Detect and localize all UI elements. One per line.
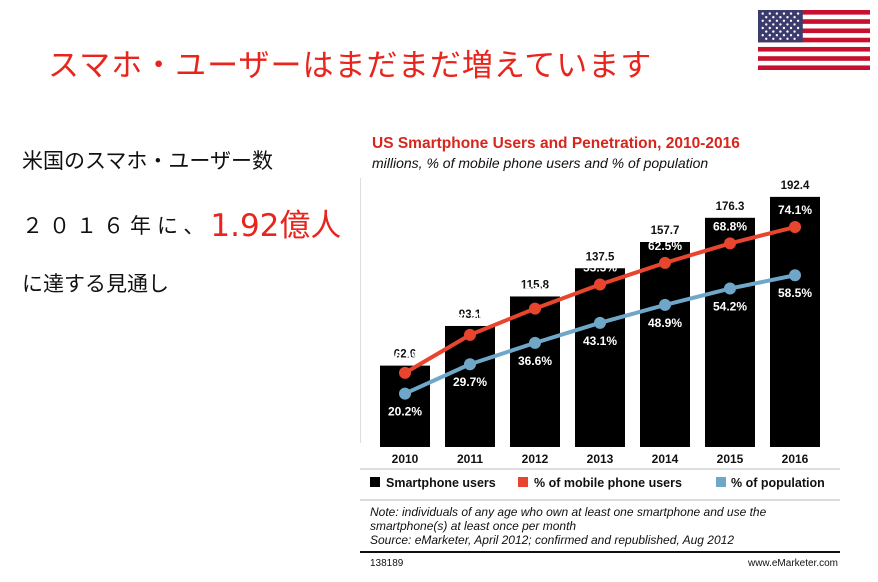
- population-point-2014: [659, 298, 671, 311]
- population-point-2013: [594, 316, 606, 329]
- mobile-users-label-2013: 55.5%: [583, 261, 617, 275]
- mobile-users-label-2012: 47.7%: [518, 285, 552, 299]
- legend-label-population: % of population: [731, 476, 825, 490]
- population-point-2011: [464, 358, 476, 371]
- chart-note-line-1: Note: individuals of any age who own at …: [370, 505, 767, 519]
- population-label-2016: 58.5%: [778, 286, 812, 300]
- bar-2013: [575, 268, 625, 447]
- x-tick-2012: 2012: [522, 452, 549, 466]
- us-flag-icon: [758, 10, 870, 70]
- bar-2016: [770, 196, 820, 447]
- bar-value-label-2014: 157.7: [651, 225, 680, 237]
- population-point-2010: [399, 387, 411, 400]
- summary-line-2: ２０１６年に、1.92億人: [22, 200, 341, 245]
- bar-value-label-2011: 93.1: [459, 309, 482, 321]
- mobile-users-label-2015: 68.8%: [713, 219, 747, 233]
- population-label-2012: 36.6%: [518, 354, 552, 368]
- bar-value-label-2015: 176.3: [716, 201, 745, 213]
- bar-value-label-2010: 62.6: [394, 349, 416, 361]
- mobile-users-point-2014: [659, 256, 671, 269]
- population-point-2015: [724, 282, 736, 295]
- chart-id: 138189: [370, 558, 404, 569]
- x-axis: 2010 2011 2012 2013 2014 2015 2016: [392, 452, 809, 466]
- chart-subtitle: millions, % of mobile phone users and % …: [372, 155, 708, 171]
- mobile-users-point-2011: [464, 328, 476, 341]
- mobile-users-label-2014: 62.5%: [648, 239, 682, 253]
- bar-value-label-2013: 137.5: [586, 251, 615, 263]
- summary-line-1: 米国のスマホ・ユーザー数: [22, 149, 273, 173]
- legend-swatch-users: [370, 477, 380, 487]
- mobile-users-point-2012: [529, 302, 541, 315]
- website-link[interactable]: www.eMarketer.com: [747, 558, 838, 569]
- chart-source: Source: eMarketer, April 2012; confirmed…: [370, 533, 734, 547]
- chart-note-line-2: smartphone(s) at least once per month: [370, 519, 576, 533]
- population-label-2011: 29.7%: [453, 375, 487, 389]
- population-point-2016: [789, 269, 801, 282]
- labels-layer: 62.6 93.1 115.8 137.5 157.7 176.3 192.4 26.9% 39…: [388, 180, 812, 419]
- population-label-2013: 43.1%: [583, 334, 617, 348]
- bar-value-label-2012: 115.8: [521, 279, 550, 291]
- summary-year-text: ２０１６年に、: [22, 214, 211, 238]
- mobile-users-label-2010: 26.9%: [388, 349, 422, 363]
- bar-2012: [510, 296, 560, 447]
- mobile-users-point-2015: [724, 237, 736, 250]
- bar-2014: [640, 241, 690, 447]
- x-tick-2015: 2015: [717, 452, 744, 466]
- legend-swatch-population: [716, 477, 726, 487]
- x-tick-2011: 2011: [457, 452, 483, 466]
- legend: Smartphone users % of mobile phone users…: [370, 476, 825, 490]
- population-label-2015: 54.2%: [713, 300, 747, 314]
- summary-line-3: に達する見通し: [22, 272, 169, 296]
- x-tick-2010: 2010: [392, 452, 419, 466]
- mobile-users-label-2011: 39.2%: [453, 311, 487, 325]
- bar-2015: [705, 217, 755, 447]
- population-point-2012: [529, 336, 541, 349]
- chart-title: US Smartphone Users and Penetration, 201…: [372, 135, 740, 152]
- legend-label-users: Smartphone users: [386, 476, 496, 490]
- summary-highlight-value: 1.92億人: [210, 208, 342, 244]
- legend-label-mobile: % of mobile phone users: [534, 476, 682, 490]
- bar-value-label-2016: 192.4: [781, 180, 810, 192]
- mobile-users-point-2016: [789, 221, 801, 234]
- x-tick-2013: 2013: [587, 452, 614, 466]
- lines-layer: [399, 221, 801, 400]
- slide-title: スマホ・ユーザーはまだまだ増えています: [48, 48, 653, 84]
- legend-swatch-mobile: [518, 477, 528, 487]
- population-label-2014: 48.9%: [648, 316, 682, 330]
- mobile-users-point-2013: [594, 278, 606, 291]
- bars-layer: [380, 196, 820, 447]
- x-tick-2014: 2014: [652, 452, 679, 466]
- population-label-2010: 20.2%: [388, 405, 422, 419]
- smartphone-chart: US Smartphone Users and Penetration, 201…: [360, 135, 840, 569]
- mobile-users-label-2016: 74.1%: [778, 203, 812, 217]
- bar-2010: [380, 365, 430, 447]
- mobile-users-point-2010: [399, 366, 411, 379]
- x-tick-2016: 2016: [782, 452, 809, 466]
